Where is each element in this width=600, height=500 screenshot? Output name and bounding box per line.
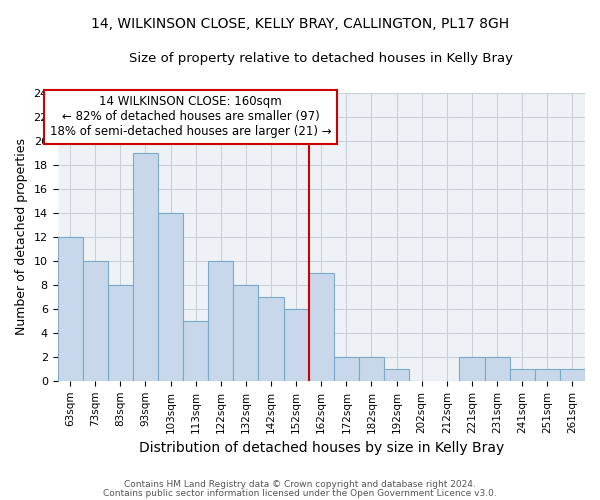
Text: Contains public sector information licensed under the Open Government Licence v3: Contains public sector information licen… xyxy=(103,488,497,498)
Bar xyxy=(384,369,409,381)
Bar xyxy=(208,261,233,381)
Text: 14, WILKINSON CLOSE, KELLY BRAY, CALLINGTON, PL17 8GH: 14, WILKINSON CLOSE, KELLY BRAY, CALLING… xyxy=(91,18,509,32)
Bar xyxy=(485,357,509,381)
Bar xyxy=(535,369,560,381)
Text: 14 WILKINSON CLOSE: 160sqm
← 82% of detached houses are smaller (97)
18% of semi: 14 WILKINSON CLOSE: 160sqm ← 82% of deta… xyxy=(50,96,331,138)
Bar xyxy=(158,213,183,381)
Bar xyxy=(183,321,208,381)
Bar xyxy=(560,369,585,381)
Bar xyxy=(359,357,384,381)
Bar xyxy=(108,285,133,381)
Bar xyxy=(334,357,359,381)
Bar xyxy=(58,237,83,381)
Bar xyxy=(233,285,259,381)
Bar xyxy=(309,273,334,381)
Bar xyxy=(83,261,108,381)
X-axis label: Distribution of detached houses by size in Kelly Bray: Distribution of detached houses by size … xyxy=(139,441,504,455)
Title: Size of property relative to detached houses in Kelly Bray: Size of property relative to detached ho… xyxy=(129,52,513,66)
Y-axis label: Number of detached properties: Number of detached properties xyxy=(15,138,28,336)
Bar xyxy=(133,153,158,381)
Bar xyxy=(509,369,535,381)
Bar xyxy=(284,309,309,381)
Bar xyxy=(460,357,485,381)
Bar xyxy=(259,297,284,381)
Text: Contains HM Land Registry data © Crown copyright and database right 2024.: Contains HM Land Registry data © Crown c… xyxy=(124,480,476,489)
